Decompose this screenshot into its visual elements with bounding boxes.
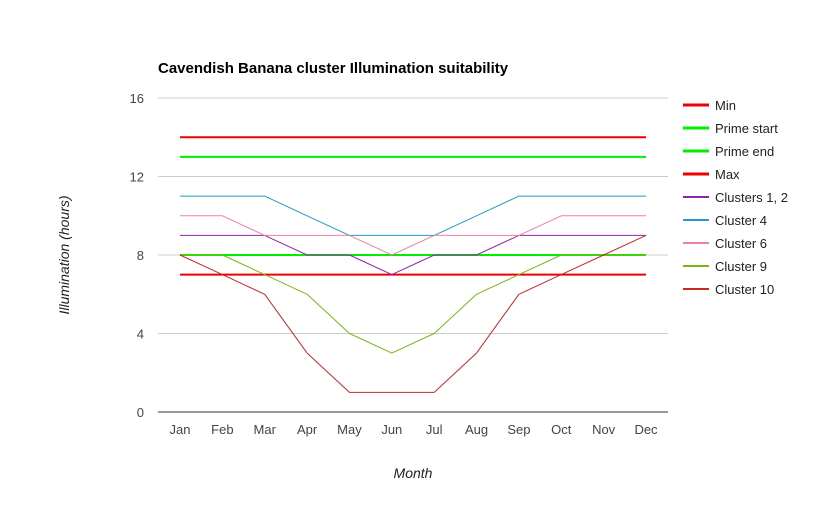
y-tick-label: 8 bbox=[137, 248, 144, 263]
legend-label: Max bbox=[715, 167, 740, 182]
legend-label: Min bbox=[715, 98, 736, 113]
legend-label: Cluster 6 bbox=[715, 236, 767, 251]
series-line-cluster-9 bbox=[180, 254, 646, 354]
legend-label: Cluster 4 bbox=[715, 213, 767, 228]
x-tick-label: Jan bbox=[170, 422, 191, 437]
x-tick-label: May bbox=[337, 422, 362, 437]
x-axis-ticks: Jan Feb Mar Apr May Jun Jul Aug Sep Oct Nov Dec bbox=[170, 422, 659, 437]
x-tick-label: Dec bbox=[634, 422, 658, 437]
legend-label: Clusters 1, 2 bbox=[715, 190, 788, 205]
legend-label: Prime start bbox=[715, 121, 778, 136]
x-tick-label: Jun bbox=[381, 422, 402, 437]
x-tick-label: Aug bbox=[465, 422, 488, 437]
series-line-cluster-4 bbox=[180, 195, 646, 236]
chart-title: Cavendish Banana cluster Illumination su… bbox=[158, 60, 509, 77]
x-axis-label: Month bbox=[394, 465, 433, 481]
series-line-clusters-1-2 bbox=[180, 234, 646, 276]
legend-label: Prime end bbox=[715, 144, 774, 159]
x-tick-label: Nov bbox=[592, 422, 616, 437]
series-lines bbox=[179, 136, 647, 393]
y-tick-label: 12 bbox=[130, 170, 144, 185]
x-tick-label: Sep bbox=[507, 422, 530, 437]
legend-label: Cluster 10 bbox=[715, 282, 774, 297]
x-tick-label: Feb bbox=[211, 422, 233, 437]
x-tick-label: Mar bbox=[254, 422, 277, 437]
y-axis-label: Illumination (hours) bbox=[56, 195, 72, 314]
series-line-cluster-10 bbox=[179, 234, 647, 393]
series-line-cluster-6 bbox=[180, 215, 646, 256]
y-axis-ticks: 0 4 8 12 16 bbox=[130, 91, 144, 420]
x-tick-label: Apr bbox=[297, 422, 318, 437]
y-tick-label: 0 bbox=[137, 405, 144, 420]
x-tick-label: Jul bbox=[426, 422, 443, 437]
x-tick-label: Oct bbox=[551, 422, 572, 437]
legend-label: Cluster 9 bbox=[715, 259, 767, 274]
legend: Min Prime start Prime end Max Clusters 1, 2 C… bbox=[683, 98, 788, 297]
y-tick-label: 4 bbox=[137, 327, 144, 342]
y-tick-label: 16 bbox=[130, 91, 144, 106]
